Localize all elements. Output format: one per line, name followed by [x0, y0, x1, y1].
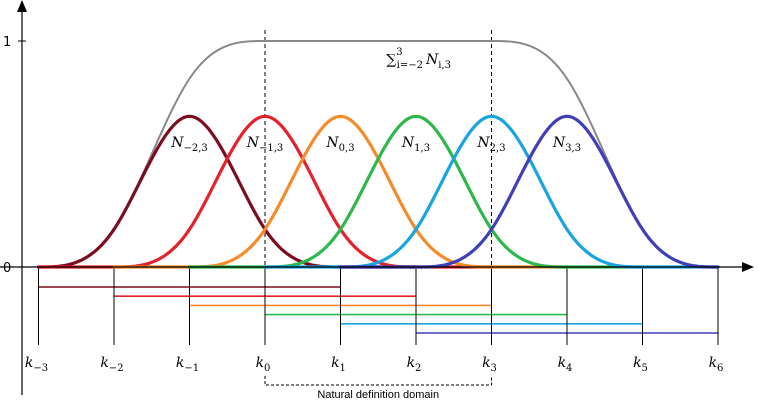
support-intervals [38, 286, 718, 334]
series-label: N0,3 [325, 135, 354, 154]
sum-curve [38, 40, 718, 268]
labels: 0 1 k−3 k−2 k−1 k0 k1 k2 k3 k4 k5 k6 N−2,3 N−1,3 N0,3 N… [3, 35, 723, 374]
series-label: N3,3 [552, 135, 581, 154]
y-tick-label: 1 [3, 35, 11, 50]
basis-curve [36, 114, 418, 269]
domain-bracket [264, 376, 492, 386]
knot-label: k0 [256, 355, 271, 374]
sum-label: ∑3 i=−2 Ni,3 [386, 47, 451, 71]
domain-caption: Natural definition domain [317, 389, 439, 401]
knot-label: k−3 [25, 355, 48, 374]
knot-label: k2 [407, 355, 422, 374]
series-label: N1,3 [401, 135, 430, 154]
series-label: N−2,3 [170, 135, 208, 154]
series-label: N−1,3 [246, 135, 284, 154]
natural-domain-markers: Natural definition domain [264, 30, 492, 401]
knot-label: k4 [558, 355, 573, 374]
basis-curves [36, 40, 720, 269]
basis-curve [338, 114, 720, 269]
knot-label: k−2 [100, 355, 123, 374]
knot-label: k1 [331, 355, 346, 374]
knot-label: k5 [633, 355, 648, 374]
series-label: N2,3 [476, 135, 505, 154]
knot-lines [38, 267, 719, 345]
knot-label: k3 [482, 355, 497, 374]
knot-label: k6 [709, 355, 724, 374]
axes [0, 0, 754, 395]
knot-label: k−1 [176, 355, 199, 374]
y-tick-label: 0 [3, 261, 11, 276]
